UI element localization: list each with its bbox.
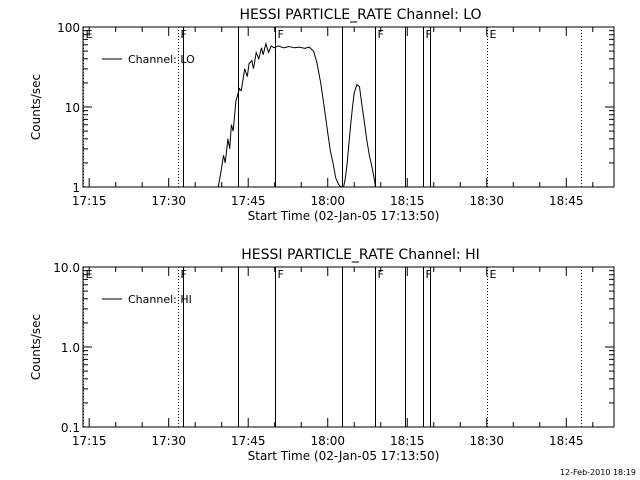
marker-label: E: [490, 268, 497, 281]
y-tick-label: 0.1: [61, 421, 80, 435]
footer-timestamp: 12-Feb-2010 18:19: [560, 468, 636, 477]
x-axis-label: Start Time (02-Jan-05 17:13:50): [248, 209, 440, 223]
x-tick-label: 18:30: [469, 434, 504, 448]
hi-channel-panel: HESSI PARTICLE_RATE Channel: HI 0.1 1.0 10.…: [29, 247, 615, 463]
marker-label: F: [378, 28, 384, 41]
x-tick-label: 18:00: [310, 194, 345, 208]
series-line-channel-lo: [217, 41, 376, 188]
marker-label: F: [278, 268, 284, 281]
legend-label: Channel: HI: [128, 293, 192, 306]
x-tick-label: 17:15: [72, 434, 107, 448]
marker-label: E: [86, 28, 93, 41]
x-tick-label: 18:15: [390, 194, 425, 208]
x-tick-label: 17:15: [72, 194, 107, 208]
y-axis-label: Counts/sec: [29, 314, 43, 380]
x-axis-label: Start Time (02-Jan-05 17:13:50): [248, 449, 440, 463]
plot-frame: [82, 26, 615, 188]
y-axis-label: Counts/sec: [29, 74, 43, 140]
x-tick-label: 17:30: [151, 194, 186, 208]
lo-channel-panel: HESSI PARTICLE_RATE Channel: LO 1 10 100 17:…: [29, 7, 615, 223]
x-tick-label: 17:45: [231, 434, 266, 448]
marker-label: F: [426, 268, 432, 281]
marker-label: E: [86, 268, 93, 281]
x-tick-label: 18:15: [390, 434, 425, 448]
x-tick-label: 17:45: [231, 194, 266, 208]
y-tick-label: 10: [65, 101, 80, 115]
x-tick-label: 18:30: [469, 194, 504, 208]
x-tick-label: 18:00: [310, 434, 345, 448]
y-tick-label: 1: [72, 181, 80, 195]
y-tick-label: 1.0: [61, 341, 80, 355]
marker-label: F: [378, 268, 384, 281]
marker-label: E: [490, 28, 497, 41]
legend-label: Channel: LO: [128, 53, 195, 66]
x-tick-label: 17:30: [151, 434, 186, 448]
chart-title: HESSI PARTICLE_RATE Channel: HI: [241, 247, 479, 263]
chart-title: HESSI PARTICLE_RATE Channel: LO: [239, 7, 481, 23]
plot-frame: [82, 266, 615, 428]
marker-label: F: [426, 28, 432, 41]
x-tick-label: 18:45: [549, 434, 584, 448]
y-tick-label: 10.0: [53, 261, 80, 275]
y-tick-label: 100: [57, 21, 80, 35]
x-tick-label: 18:45: [549, 194, 584, 208]
marker-label: F: [278, 28, 284, 41]
